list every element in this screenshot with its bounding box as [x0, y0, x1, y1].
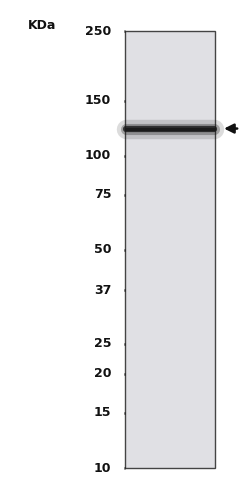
Text: 25: 25	[94, 337, 111, 350]
Text: 10: 10	[94, 461, 111, 475]
Text: 37: 37	[94, 284, 111, 297]
Text: KDa: KDa	[28, 19, 57, 32]
Text: 50: 50	[94, 243, 111, 256]
Text: 250: 250	[85, 24, 111, 38]
Bar	[125, 31, 215, 468]
Text: 15: 15	[94, 407, 111, 420]
Text: 100: 100	[85, 149, 111, 162]
Text: 75: 75	[94, 188, 111, 201]
Text: 150: 150	[85, 94, 111, 107]
Text: 20: 20	[94, 368, 111, 381]
